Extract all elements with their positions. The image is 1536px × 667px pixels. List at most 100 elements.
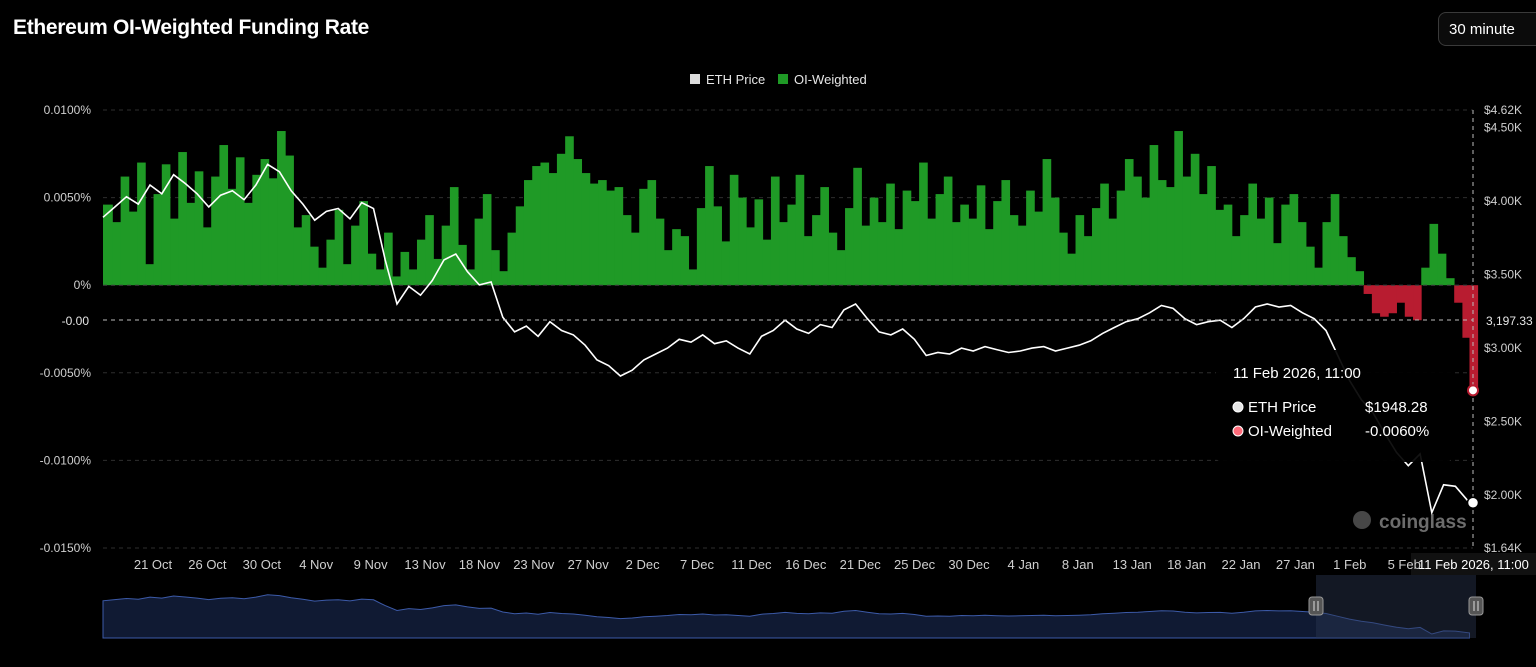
funding-bar [137, 162, 146, 286]
x-tick: 18 Jan [1167, 557, 1206, 572]
funding-bar [1124, 159, 1134, 286]
funding-bar [812, 215, 821, 286]
watermark-text: coinglass [1379, 512, 1467, 533]
funding-bar [1347, 257, 1356, 286]
page-title: Ethereum OI-Weighted Funding Rate [13, 16, 370, 39]
y-axis-left: 0.0100% 0.0050% 0% -0.0050% -0.0100% -0.0150% [40, 103, 92, 555]
crosshair-dot-funding [1467, 384, 1479, 397]
funding-bar [1289, 194, 1299, 286]
navigator-handle-body [1468, 596, 1484, 616]
funding-bar [1059, 232, 1068, 286]
funding-bar [614, 187, 624, 286]
navigator-selection [1316, 575, 1476, 638]
y-right-tick: $2.50K [1484, 415, 1522, 429]
crosshair-left-label: -0.00 [62, 314, 90, 328]
navigator-handle-left[interactable] [1308, 596, 1324, 616]
funding-bar [1297, 222, 1307, 286]
x-tick: 4 Jan [1007, 557, 1039, 572]
x-tick: 2 Dec [626, 557, 660, 572]
funding-bar [836, 250, 846, 286]
funding-bar [334, 209, 344, 286]
crosshair-right-label: 3,197.33 [1486, 314, 1533, 328]
funding-bar [993, 201, 1002, 286]
crosshair: -0.00 3,197.33 11 Feb 2026, 11:00 [50, 110, 1536, 575]
funding-bar [474, 218, 484, 286]
funding-bar [1009, 215, 1019, 286]
funding-bar [1355, 271, 1365, 286]
funding-bar [663, 250, 673, 286]
funding-bar [573, 159, 583, 286]
funding-bar [1100, 183, 1109, 286]
funding-bar [754, 199, 764, 286]
tooltip-value-1: -0.0060% [1365, 423, 1429, 440]
funding-bar [631, 232, 640, 286]
funding-bar [268, 178, 278, 286]
watermark-logo-icon [1353, 511, 1371, 529]
funding-bar [779, 222, 788, 286]
x-tick: 11 Dec [731, 557, 772, 572]
funding-bar [672, 229, 681, 286]
funding-bar [1083, 236, 1093, 286]
funding-bar [309, 246, 319, 286]
x-tick: 7 Dec [680, 557, 714, 572]
funding-bar [425, 215, 434, 286]
funding-bar [491, 250, 500, 286]
funding-bar [1273, 243, 1282, 286]
funding-bar [112, 222, 122, 286]
x-tick: 27 Jan [1276, 557, 1315, 572]
tooltip-label-1: OI-Weighted [1248, 423, 1332, 440]
funding-bar [828, 232, 838, 286]
funding-bar [351, 225, 360, 286]
x-tick: 30 Oct [243, 557, 282, 572]
navigator-area [102, 594, 1471, 639]
navigator-handle-right[interactable] [1468, 596, 1484, 616]
tooltip-dot-0 [1232, 401, 1244, 413]
funding-bar [705, 166, 714, 286]
x-tick: 27 Nov [568, 557, 610, 572]
x-tick: 18 Nov [459, 557, 501, 572]
funding-bar [441, 225, 451, 286]
funding-bar [408, 269, 418, 286]
funding-bar [647, 180, 657, 286]
y-left-tick: 0% [74, 278, 92, 292]
funding-bar [1469, 285, 1479, 391]
funding-bar [1174, 131, 1183, 286]
x-tick: 13 Jan [1113, 557, 1152, 572]
funding-bar [556, 153, 566, 286]
funding-bar [540, 162, 550, 286]
oi-weighted-area [103, 131, 1479, 391]
funding-bar [523, 180, 533, 286]
funding-bar [128, 211, 138, 286]
funding-bar [1363, 285, 1373, 294]
funding-bar [1429, 223, 1439, 286]
funding-bar [326, 239, 336, 286]
funding-bar [886, 183, 895, 286]
funding-bar [655, 218, 665, 286]
funding-bar [178, 152, 187, 286]
y-right-tick: $3.00K [1484, 341, 1522, 355]
funding-bar [787, 204, 797, 286]
funding-bar [153, 194, 163, 286]
funding-bar [1322, 222, 1332, 286]
funding-bar [869, 197, 879, 286]
funding-bar [161, 164, 171, 286]
funding-bar [853, 167, 862, 286]
watermark: coinglass [1353, 511, 1467, 533]
x-tick: 5 Feb [1388, 557, 1421, 572]
funding-bar [103, 204, 113, 286]
funding-bar [1075, 215, 1085, 286]
y-right-tick: $3.50K [1484, 268, 1522, 282]
funding-bar [589, 183, 599, 286]
navigator-handle-body [1308, 596, 1324, 616]
y-left-tick: -0.0150% [40, 541, 92, 555]
tooltip-dot-1 [1232, 425, 1244, 437]
legend-swatch-0 [690, 74, 700, 84]
funding-bar [301, 215, 311, 286]
interval-select[interactable]: 30 minute [1438, 12, 1536, 46]
funding-bar [1042, 159, 1052, 286]
navigator[interactable] [102, 575, 1484, 639]
tooltip: 11 Feb 2026, 11:00 ETH Price $1948.28 OI-We… [1216, 350, 1452, 462]
funding-bar [935, 194, 945, 286]
crosshair-dot-price [1466, 496, 1480, 509]
